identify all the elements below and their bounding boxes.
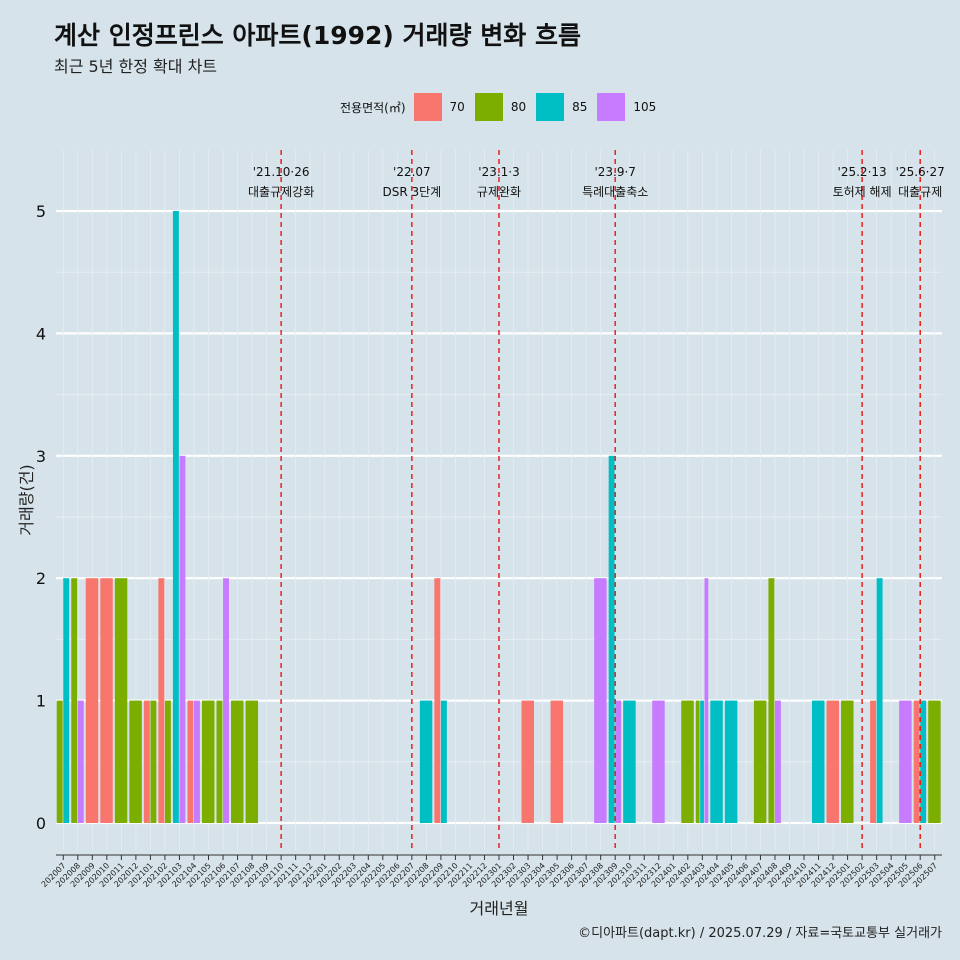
legend-label-105: 105 bbox=[633, 100, 657, 114]
bar-202008-105 bbox=[77, 700, 84, 823]
event-label: 규제완화 bbox=[477, 185, 521, 199]
bar-202501-80 bbox=[841, 700, 854, 823]
bar-202408-80 bbox=[768, 578, 775, 823]
legend-item-105: 105 bbox=[597, 93, 656, 121]
bar-202209-70 bbox=[434, 578, 441, 823]
legend-title: 전용면적(㎡) bbox=[340, 100, 406, 115]
bar-202102-80 bbox=[164, 700, 171, 823]
bar-202107-80 bbox=[231, 700, 244, 823]
bar-202012-80 bbox=[129, 700, 142, 823]
bar-202011-80 bbox=[114, 578, 128, 823]
event-date: '23.1·3 bbox=[478, 165, 519, 179]
bar-202411-85 bbox=[812, 700, 825, 823]
bar-202101-80 bbox=[150, 700, 157, 823]
bar-202305-70 bbox=[550, 700, 564, 823]
bar-202208-85 bbox=[419, 700, 433, 823]
source-caption: ©디아파트(dapt.kr) / 2025.07.29 / 자료=국토교통부 실… bbox=[578, 926, 942, 941]
bar-202408-105 bbox=[774, 700, 781, 823]
bar-202505-105 bbox=[899, 700, 912, 823]
y-tick-label: 0 bbox=[36, 814, 46, 833]
bar-202303-70 bbox=[521, 700, 534, 823]
y-tick-label: 2 bbox=[36, 569, 46, 588]
bar-202403-80 bbox=[695, 700, 700, 823]
legend-label-85: 85 bbox=[572, 100, 588, 114]
event-date: '22.07 bbox=[393, 165, 431, 179]
legend-label-70: 70 bbox=[449, 100, 465, 114]
legend-swatch-85 bbox=[536, 93, 565, 121]
event-label: 토허제 해제 bbox=[833, 185, 892, 199]
event-label: DSR 3단계 bbox=[382, 185, 441, 199]
bar-202105-80 bbox=[201, 700, 215, 823]
event-label: 특례대출축소 bbox=[582, 185, 648, 199]
event-date: '21.10·26 bbox=[253, 165, 310, 179]
bar-202312-105 bbox=[652, 700, 665, 823]
bar-202101-70 bbox=[143, 700, 150, 823]
event-date: '25.2·13 bbox=[838, 165, 887, 179]
event-date: '25.6·27 bbox=[896, 165, 945, 179]
bar-202007-85 bbox=[63, 578, 70, 823]
bar-202310-85 bbox=[623, 700, 636, 823]
legend-item-80: 80 bbox=[474, 93, 527, 121]
bar-202010-70 bbox=[100, 578, 113, 823]
event-label: 대출규제강화 bbox=[248, 185, 314, 199]
bar-202106-105 bbox=[223, 578, 229, 823]
bar-202503-85 bbox=[876, 578, 883, 823]
bar-202507-80 bbox=[928, 700, 941, 823]
bar-202403-85 bbox=[700, 700, 704, 823]
legend-item-70: 70 bbox=[413, 93, 465, 121]
y-axis-title: 거래량(건) bbox=[17, 464, 36, 535]
bar-202506-85 bbox=[920, 700, 927, 823]
bar-202104-70 bbox=[187, 700, 194, 823]
bar-202103-85 bbox=[172, 211, 179, 823]
chart-subtitle: 최근 5년 한정 확대 차트 bbox=[54, 57, 218, 76]
bar-202102-70 bbox=[158, 578, 165, 823]
chart-title: 계산 인정프린스 아파트(1992) 거래량 변화 흐름 bbox=[54, 21, 581, 50]
event-date: '23.9·7 bbox=[594, 165, 635, 179]
bar-202007-80 bbox=[56, 700, 63, 823]
legend-item-85: 85 bbox=[536, 93, 587, 121]
bar-202402-80 bbox=[681, 700, 694, 823]
bar-202403-105 bbox=[704, 578, 709, 823]
bar-202104-105 bbox=[193, 700, 200, 823]
legend-label-80: 80 bbox=[510, 100, 527, 114]
y-tick-label: 1 bbox=[36, 692, 46, 711]
y-tick-label: 5 bbox=[36, 202, 46, 221]
bar-202407-80 bbox=[753, 700, 767, 823]
bar-202008-80 bbox=[71, 578, 78, 823]
bar-202009-70 bbox=[85, 578, 99, 823]
legend-swatch-80 bbox=[474, 93, 503, 121]
bar-202412-70 bbox=[826, 700, 840, 823]
event-label: 대출규제 bbox=[898, 185, 942, 199]
bar-202103-105 bbox=[179, 455, 186, 823]
bar-202106-80 bbox=[216, 700, 223, 823]
legend-swatch-70 bbox=[413, 93, 442, 121]
bar-202405-85 bbox=[724, 700, 738, 823]
legend: 전용면적(㎡) 70 80 85 105 bbox=[340, 93, 666, 121]
bar-202309-105 bbox=[615, 700, 622, 823]
bar-202108-80 bbox=[245, 700, 259, 823]
legend-swatch-105 bbox=[597, 93, 626, 121]
bar-202404-85 bbox=[710, 700, 723, 823]
bar-202506-70 bbox=[913, 700, 920, 823]
bar-202503-70 bbox=[870, 700, 877, 823]
y-tick-label: 3 bbox=[36, 447, 46, 466]
y-tick-label: 4 bbox=[36, 324, 46, 343]
bar-202309-85 bbox=[608, 455, 615, 823]
x-axis-title: 거래년월 bbox=[470, 899, 529, 918]
bar-202308-105 bbox=[594, 578, 607, 823]
bar-202209-85 bbox=[440, 700, 447, 823]
